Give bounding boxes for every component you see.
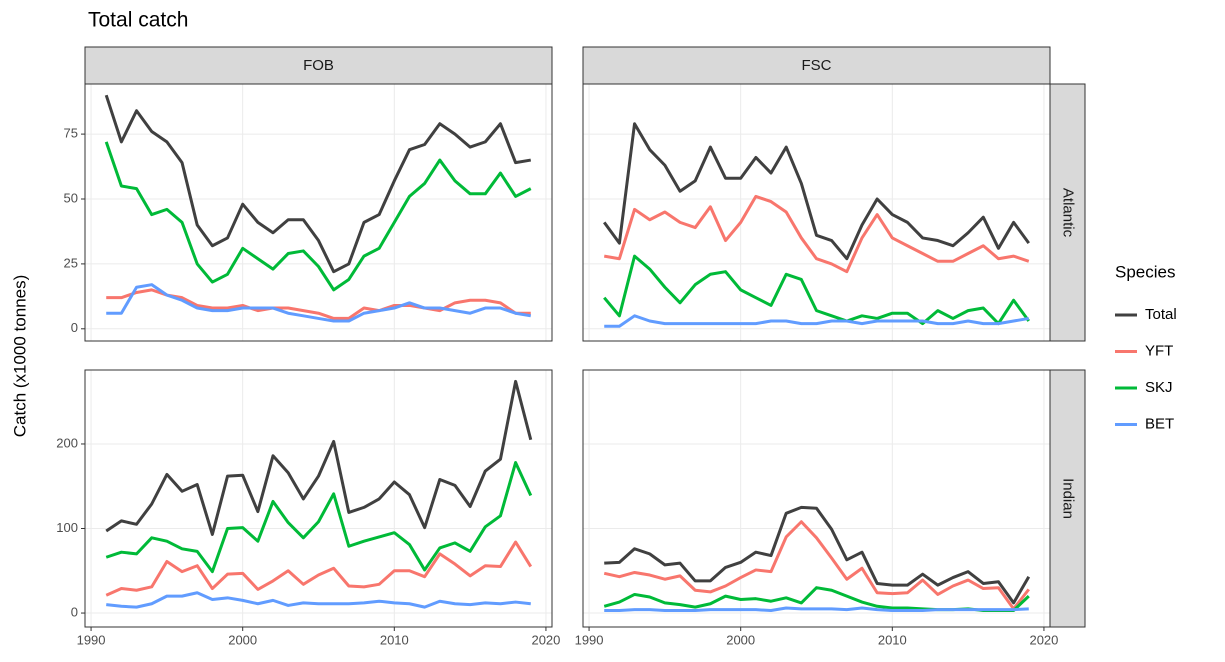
x-tick-label: 2010 [878, 632, 907, 647]
series-line [105, 540, 533, 597]
y-tick-label: 100 [56, 520, 78, 535]
strip [582, 46, 1051, 85]
strip [1049, 83, 1086, 342]
series-line [104, 141, 532, 292]
panel [583, 84, 1050, 341]
series-line [106, 288, 531, 320]
y-tick-label: 75 [64, 126, 78, 141]
panel-border [84, 369, 553, 628]
panel-border [582, 369, 1051, 628]
series-line [105, 461, 533, 574]
series-line [106, 591, 531, 609]
chart-title: Total catch [88, 9, 188, 32]
y-tick-label: 50 [64, 190, 78, 205]
series-line [603, 194, 1030, 274]
strip [84, 46, 553, 85]
series-line [603, 122, 1030, 261]
strip-label: Atlantic [1060, 188, 1077, 238]
legend-label: SKJ [1145, 379, 1173, 396]
y-axis-label: Catch (x1000 tonnes) [10, 275, 29, 438]
series-line [105, 379, 533, 536]
strip-label: FOB [303, 57, 334, 74]
panel-border [582, 83, 1051, 342]
x-tick-label: 2000 [228, 632, 257, 647]
strip-label: Indian [1060, 478, 1077, 519]
panel-border [84, 83, 553, 342]
x-tick-label: 1990 [575, 632, 604, 647]
strip-label: FSC [802, 57, 832, 74]
x-tick-label: 2020 [1029, 632, 1058, 647]
y-tick-label: 25 [64, 255, 78, 270]
y-tick-label: 0 [71, 604, 78, 619]
legend-label: BET [1145, 415, 1174, 432]
legend-label: Total [1145, 306, 1177, 323]
panel [583, 370, 1050, 627]
legend-label: YFT [1145, 342, 1173, 359]
x-tick-label: 2010 [380, 632, 409, 647]
series-line [603, 254, 1030, 326]
x-tick-label: 2020 [531, 632, 560, 647]
series-line [603, 520, 1030, 611]
series-line [604, 606, 1029, 613]
series-line [104, 94, 532, 274]
x-tick-label: 2000 [726, 632, 755, 647]
strip [1049, 369, 1086, 628]
legend-title: Species [1115, 262, 1175, 281]
x-tick-label: 1990 [77, 632, 106, 647]
y-tick-label: 0 [71, 320, 78, 335]
y-tick-label: 200 [56, 435, 78, 450]
series-line [106, 283, 532, 323]
panel [85, 84, 552, 341]
series-line [604, 505, 1031, 605]
series-line [604, 314, 1030, 328]
